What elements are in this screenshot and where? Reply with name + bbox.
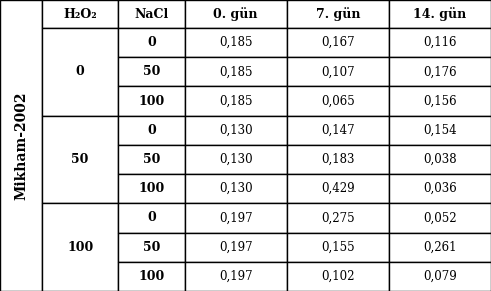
Text: 0,429: 0,429: [321, 182, 355, 195]
Bar: [185, 0, 287, 28]
Text: 0,107: 0,107: [321, 65, 355, 78]
Text: 50: 50: [72, 153, 89, 166]
Text: 0,052: 0,052: [423, 212, 457, 224]
Text: 0,197: 0,197: [219, 241, 252, 254]
Bar: [118, 174, 185, 203]
Bar: [389, 145, 491, 174]
Bar: [389, 57, 491, 86]
Bar: [185, 174, 287, 203]
Bar: [185, 57, 287, 86]
Text: 0,155: 0,155: [321, 241, 355, 254]
Text: 0. gün: 0. gün: [214, 7, 258, 21]
Bar: [118, 203, 185, 233]
Text: 0,147: 0,147: [321, 124, 355, 137]
Bar: [0, 0, 42, 291]
Text: 0,183: 0,183: [321, 153, 355, 166]
Text: 0,275: 0,275: [321, 212, 355, 224]
Text: 0,102: 0,102: [321, 270, 355, 283]
Text: 0,038: 0,038: [423, 153, 457, 166]
Text: 0,079: 0,079: [423, 270, 457, 283]
Bar: [42, 203, 118, 291]
Bar: [389, 174, 491, 203]
Bar: [287, 116, 389, 145]
Bar: [185, 203, 287, 233]
Text: 0: 0: [76, 65, 84, 78]
Bar: [287, 86, 389, 116]
Text: 0,197: 0,197: [219, 270, 252, 283]
Bar: [118, 116, 185, 145]
Bar: [118, 86, 185, 116]
Text: 50: 50: [143, 241, 160, 254]
Text: 0,185: 0,185: [219, 65, 252, 78]
Bar: [287, 233, 389, 262]
Bar: [118, 262, 185, 291]
Bar: [118, 0, 185, 28]
Text: 100: 100: [138, 182, 164, 195]
Text: 7. gün: 7. gün: [316, 7, 360, 21]
Text: 100: 100: [138, 95, 164, 108]
Bar: [42, 0, 118, 28]
Text: 0,116: 0,116: [423, 36, 457, 49]
Bar: [42, 116, 118, 203]
Text: NaCl: NaCl: [135, 8, 168, 20]
Text: 0,176: 0,176: [423, 65, 457, 78]
Bar: [185, 28, 287, 57]
Bar: [389, 116, 491, 145]
Bar: [42, 28, 118, 116]
Text: 0,154: 0,154: [423, 124, 457, 137]
Text: 0,065: 0,065: [321, 95, 355, 108]
Text: 0,167: 0,167: [321, 36, 355, 49]
Bar: [287, 262, 389, 291]
Text: 0,130: 0,130: [219, 182, 252, 195]
Bar: [118, 233, 185, 262]
Text: 0,130: 0,130: [219, 153, 252, 166]
Bar: [287, 0, 389, 28]
Bar: [185, 233, 287, 262]
Bar: [185, 145, 287, 174]
Bar: [389, 0, 491, 28]
Bar: [118, 145, 185, 174]
Text: 100: 100: [67, 241, 93, 254]
Bar: [287, 145, 389, 174]
Bar: [185, 86, 287, 116]
Text: 0,185: 0,185: [219, 95, 252, 108]
Bar: [287, 203, 389, 233]
Text: 0,130: 0,130: [219, 124, 252, 137]
Text: H₂O₂: H₂O₂: [63, 8, 97, 20]
Text: 0,261: 0,261: [423, 241, 457, 254]
Bar: [389, 233, 491, 262]
Bar: [389, 203, 491, 233]
Bar: [185, 262, 287, 291]
Text: 14. gün: 14. gün: [413, 7, 466, 21]
Text: 100: 100: [138, 270, 164, 283]
Bar: [287, 174, 389, 203]
Text: 0,156: 0,156: [423, 95, 457, 108]
Bar: [185, 116, 287, 145]
Bar: [118, 57, 185, 86]
Bar: [389, 28, 491, 57]
Text: 0,036: 0,036: [423, 182, 457, 195]
Bar: [287, 28, 389, 57]
Bar: [389, 86, 491, 116]
Text: 0,185: 0,185: [219, 36, 252, 49]
Text: 0: 0: [147, 124, 156, 137]
Text: 50: 50: [143, 153, 160, 166]
Bar: [389, 262, 491, 291]
Text: 0: 0: [147, 36, 156, 49]
Bar: [118, 28, 185, 57]
Bar: [287, 57, 389, 86]
Text: 0: 0: [147, 212, 156, 224]
Text: 50: 50: [143, 65, 160, 78]
Text: 0,197: 0,197: [219, 212, 252, 224]
Text: Mikham-2002: Mikham-2002: [14, 91, 28, 200]
